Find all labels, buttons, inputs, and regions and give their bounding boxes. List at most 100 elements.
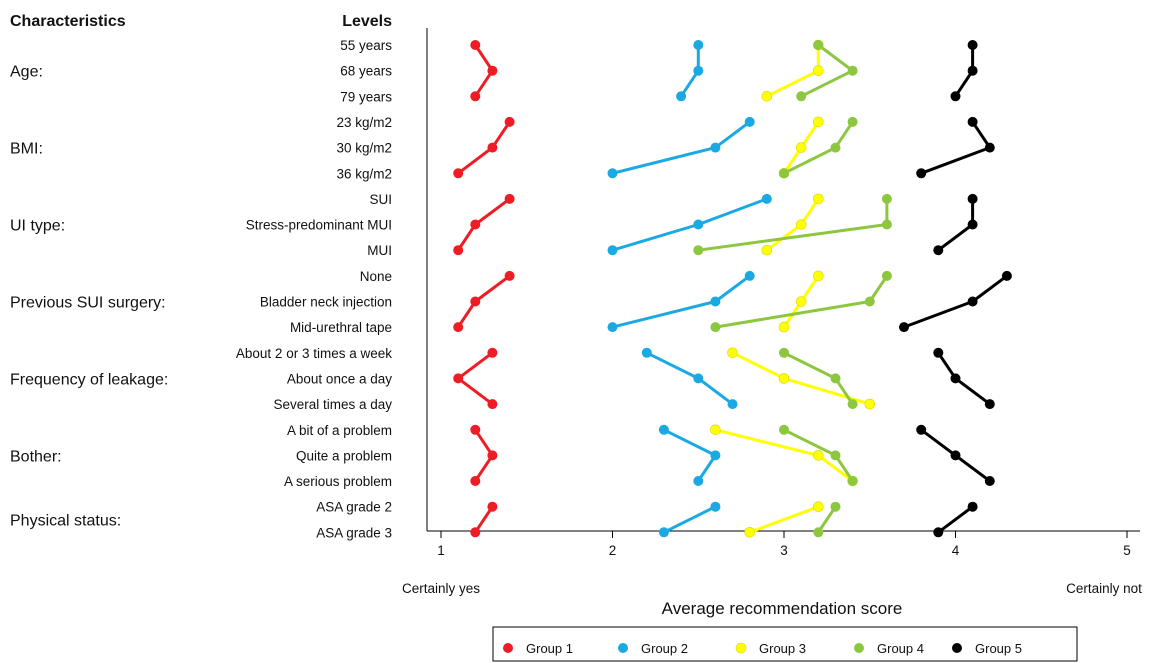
level-label: SUI xyxy=(369,192,392,207)
data-point xyxy=(967,296,978,307)
data-point xyxy=(470,476,481,486)
level-label: ASA grade 3 xyxy=(316,525,392,540)
data-point xyxy=(881,219,892,230)
data-point xyxy=(812,450,824,461)
level-label: None xyxy=(360,269,392,284)
series-line xyxy=(611,274,752,329)
series-line xyxy=(456,197,512,252)
data-point xyxy=(778,321,790,333)
level-label: About once a day xyxy=(287,371,392,386)
legend-box xyxy=(492,626,1078,662)
series-line xyxy=(748,505,820,534)
series-line xyxy=(765,43,820,98)
characteristic-label: Frequency of leakage: xyxy=(10,371,168,388)
data-point xyxy=(950,91,961,102)
header-characteristics: Characteristics xyxy=(10,13,126,30)
characteristic-label: Bother: xyxy=(10,448,62,465)
data-point xyxy=(658,527,669,538)
data-point xyxy=(658,424,669,435)
data-point xyxy=(453,373,464,384)
level-label: Several times a day xyxy=(273,397,392,412)
level-label: Quite a problem xyxy=(296,448,392,463)
legend-marker xyxy=(854,643,864,653)
legend-marker xyxy=(503,643,513,653)
data-point xyxy=(470,91,481,102)
series-line xyxy=(919,120,992,175)
series-line xyxy=(611,120,752,175)
data-point xyxy=(470,527,481,538)
data-point xyxy=(950,373,961,384)
data-point xyxy=(693,40,704,50)
data-point xyxy=(847,65,858,76)
level-label: A serious problem xyxy=(284,474,392,489)
data-point xyxy=(761,244,773,256)
data-point xyxy=(470,424,481,435)
series-line xyxy=(696,197,889,252)
x-tick-label: 4 xyxy=(952,543,960,558)
x-min-label: Certainly yes xyxy=(402,581,480,596)
data-point xyxy=(933,527,944,538)
data-point xyxy=(967,501,978,512)
data-point xyxy=(795,296,807,307)
x-tick-label: 3 xyxy=(780,543,788,558)
series-line xyxy=(662,428,717,483)
data-point xyxy=(847,399,858,410)
legend-marker xyxy=(735,642,747,654)
series-line xyxy=(765,197,820,252)
data-point xyxy=(676,91,687,102)
data-point xyxy=(812,116,824,128)
series-line xyxy=(473,505,494,534)
data-point xyxy=(967,65,978,76)
data-point xyxy=(967,219,978,230)
data-point xyxy=(641,347,652,358)
data-point xyxy=(830,450,841,461)
legend-label: Group 1 xyxy=(526,641,573,656)
data-point xyxy=(693,219,704,230)
series-line xyxy=(611,197,769,252)
data-point xyxy=(899,322,909,333)
data-point xyxy=(487,501,498,512)
data-point xyxy=(881,193,892,204)
series-line xyxy=(662,505,717,534)
data-point xyxy=(984,399,995,410)
data-point xyxy=(761,193,772,204)
data-point xyxy=(933,245,944,256)
level-label: About 2 or 3 times a week xyxy=(236,346,392,361)
data-point xyxy=(779,168,789,179)
level-label: 55 years xyxy=(340,38,392,53)
series-line xyxy=(456,120,512,175)
data-point xyxy=(487,142,498,153)
characteristic-label: UI type: xyxy=(10,218,65,235)
data-point xyxy=(710,322,721,333)
level-label: 23 kg/m2 xyxy=(336,115,392,130)
data-point xyxy=(607,245,618,256)
data-point xyxy=(487,347,498,358)
data-point xyxy=(744,526,756,538)
x-tick-label: 5 xyxy=(1123,543,1131,558)
data-point xyxy=(812,270,824,282)
data-point xyxy=(779,347,789,358)
data-point xyxy=(710,424,721,436)
level-label: Mid-urethral tape xyxy=(290,320,392,335)
level-label: 68 years xyxy=(340,64,392,79)
series-line xyxy=(936,197,975,252)
data-point xyxy=(453,168,464,179)
data-point xyxy=(710,501,721,512)
x-max-label: Certainly not xyxy=(1066,581,1142,596)
data-point xyxy=(812,193,824,205)
header-levels: Levels xyxy=(342,13,392,30)
data-point xyxy=(916,424,927,435)
data-point xyxy=(881,270,892,281)
characteristic-label: Previous SUI surgery: xyxy=(10,295,166,312)
x-axis-title: Average recommendation score xyxy=(662,599,903,618)
data-point xyxy=(607,168,618,179)
data-point xyxy=(504,116,515,127)
data-point xyxy=(693,65,704,76)
data-point xyxy=(504,193,515,204)
data-point xyxy=(744,270,755,281)
data-point xyxy=(727,399,738,410)
data-point xyxy=(470,296,481,307)
series-line xyxy=(936,351,992,406)
data-point xyxy=(607,322,618,333)
data-point xyxy=(967,40,978,50)
